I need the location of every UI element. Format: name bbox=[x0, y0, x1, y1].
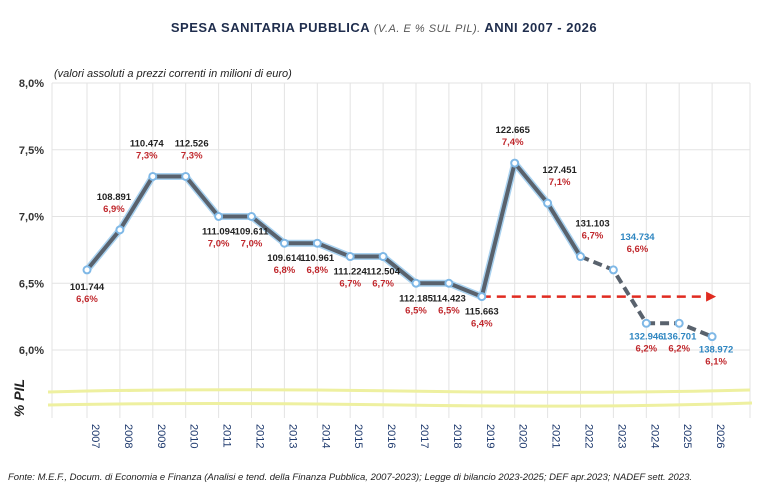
x-tick-label: 2012 bbox=[254, 424, 266, 448]
value-label: 111.224 bbox=[334, 267, 368, 278]
percent-label: 6,7% bbox=[339, 279, 361, 290]
percent-label: 6,6% bbox=[627, 244, 649, 255]
x-tick-label: 2024 bbox=[648, 424, 660, 448]
value-label: 115.663 bbox=[465, 307, 499, 318]
data-point bbox=[576, 252, 585, 262]
y-tick-label: 7,0% bbox=[19, 212, 44, 224]
percent-label: 7,1% bbox=[549, 177, 571, 188]
axis-break-line bbox=[47, 388, 751, 394]
value-label: 109.611 bbox=[235, 227, 270, 238]
value-label: 111.094 bbox=[202, 227, 236, 238]
data-point bbox=[214, 212, 224, 221]
data-point bbox=[345, 252, 355, 262]
x-tick-label: 2016 bbox=[385, 424, 397, 448]
value-label: 114.423 bbox=[432, 293, 466, 304]
x-tick-label: 2011 bbox=[221, 424, 233, 448]
x-tick-label: 2019 bbox=[484, 424, 496, 448]
y-tick-label: 8,0% bbox=[19, 78, 44, 90]
percent-label: 6,8% bbox=[274, 265, 296, 276]
percent-label: 6,7% bbox=[372, 279, 394, 290]
data-point bbox=[444, 278, 454, 288]
x-tick-label: 2008 bbox=[122, 424, 134, 448]
x-tick-label: 2023 bbox=[615, 424, 627, 448]
x-tick-label: 2015 bbox=[352, 424, 364, 448]
x-tick-label: 2013 bbox=[286, 424, 298, 448]
value-label: 134.734 bbox=[620, 232, 655, 243]
percent-label: 7,0% bbox=[208, 239, 230, 250]
chart-subtitle: (valori assoluti a prezzi correnti in mi… bbox=[54, 68, 292, 80]
value-label: 110.961 bbox=[300, 253, 335, 264]
x-tick-label: 2010 bbox=[188, 424, 200, 448]
value-label: 138.972 bbox=[699, 345, 733, 356]
x-tick-label: 2022 bbox=[583, 424, 595, 448]
source-note: Fonte: M.E.F., Docum. di Economia e Fina… bbox=[8, 472, 693, 483]
percent-label: 6,7% bbox=[582, 231, 604, 242]
value-label: 132.946 bbox=[629, 331, 663, 342]
value-label: 112.185 bbox=[399, 293, 434, 304]
value-label: 101.744 bbox=[70, 282, 105, 293]
value-label: 109.614 bbox=[267, 253, 302, 264]
percent-label: 6,5% bbox=[438, 305, 460, 316]
data-point bbox=[543, 198, 553, 208]
chart-title: SPESA SANITARIA PUBBLICA (V.A. E % SUL P… bbox=[170, 20, 598, 35]
data-point bbox=[181, 171, 191, 181]
data-point bbox=[707, 332, 717, 342]
data-point bbox=[279, 238, 289, 248]
series-line bbox=[85, 161, 583, 299]
axis-break-line bbox=[47, 401, 753, 408]
value-label: 108.891 bbox=[97, 192, 132, 203]
data-point bbox=[608, 265, 618, 275]
x-tick-label: 2017 bbox=[418, 424, 430, 448]
x-tick-label: 2007 bbox=[89, 424, 101, 448]
data-point bbox=[641, 318, 651, 328]
y-axis-label: % PIL bbox=[11, 379, 27, 417]
percent-label: 7,4% bbox=[502, 137, 524, 148]
value-label: 112.526 bbox=[175, 138, 209, 149]
data-point bbox=[82, 265, 92, 275]
percent-label: 6,5% bbox=[405, 305, 427, 316]
percent-label: 7,3% bbox=[181, 150, 203, 161]
percent-label: 6,4% bbox=[471, 319, 493, 330]
percent-label: 6,9% bbox=[103, 204, 125, 215]
data-point bbox=[378, 252, 388, 262]
x-tick-label: 2026 bbox=[714, 424, 726, 448]
percent-label: 6,6% bbox=[76, 294, 98, 305]
value-label: 112.504 bbox=[366, 267, 401, 278]
value-label: 127.451 bbox=[542, 165, 577, 176]
data-point bbox=[674, 318, 684, 328]
data-point bbox=[148, 171, 158, 181]
x-tick-label: 2009 bbox=[155, 424, 167, 448]
value-label: 131.103 bbox=[575, 219, 609, 230]
percent-label: 6,8% bbox=[306, 265, 328, 276]
value-label: 136.701 bbox=[662, 331, 697, 342]
x-tick-label: 2020 bbox=[517, 424, 529, 448]
percent-label: 7,3% bbox=[136, 150, 158, 161]
x-tick-label: 2021 bbox=[550, 424, 562, 448]
y-tick-label: 6,0% bbox=[19, 345, 44, 357]
data-point bbox=[477, 292, 487, 302]
x-tick-label: 2014 bbox=[319, 424, 331, 448]
y-tick-label: 7,5% bbox=[19, 145, 44, 157]
y-tick-label: 6,5% bbox=[19, 278, 44, 290]
data-point bbox=[115, 225, 125, 235]
value-label: 122.665 bbox=[496, 125, 531, 136]
data-point bbox=[312, 238, 322, 248]
value-label: 110.474 bbox=[130, 138, 165, 149]
percent-label: 7,0% bbox=[241, 239, 263, 250]
data-point bbox=[247, 212, 256, 221]
percent-label: 6,2% bbox=[635, 343, 657, 354]
data-point bbox=[510, 158, 520, 168]
arrow-head-icon bbox=[706, 291, 717, 302]
percent-label: 6,2% bbox=[668, 343, 690, 354]
x-tick-label: 2018 bbox=[451, 424, 463, 448]
percent-label: 6,1% bbox=[705, 357, 727, 368]
data-point bbox=[411, 278, 421, 288]
x-tick-label: 2025 bbox=[681, 424, 693, 448]
